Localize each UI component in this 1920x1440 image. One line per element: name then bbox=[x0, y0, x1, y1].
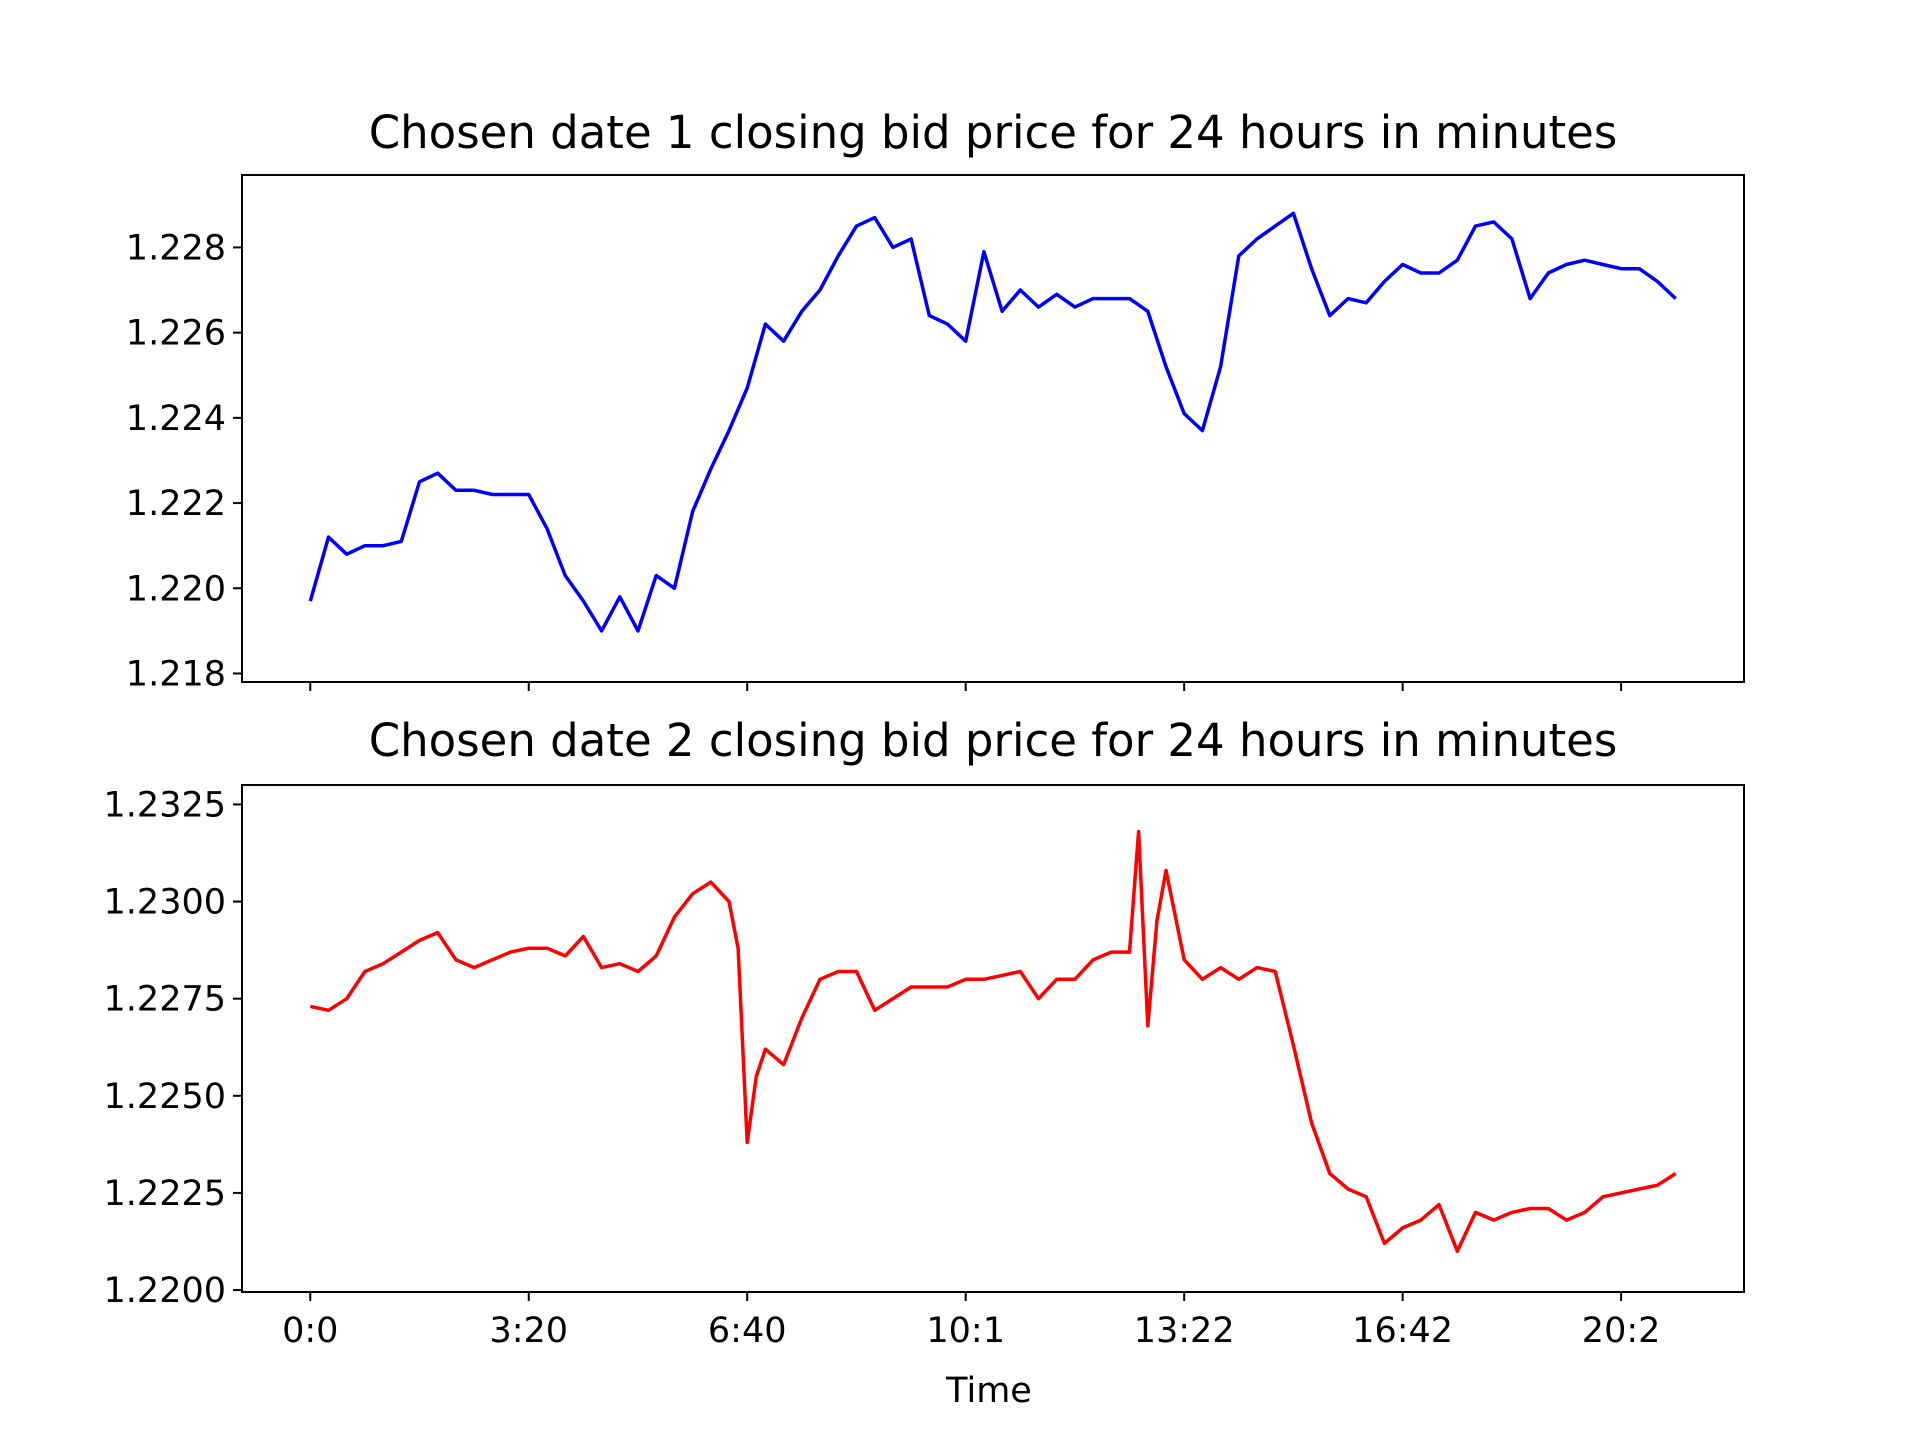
chart-title-top: Chosen date 1 closing bid price for 24 h… bbox=[369, 106, 1618, 159]
y-tick-label: 1.226 bbox=[126, 314, 226, 354]
x-tick-label: 10:1 bbox=[926, 1311, 1005, 1351]
y-tick-label: 1.220 bbox=[126, 569, 226, 609]
x-tick-label: 0:0 bbox=[282, 1311, 338, 1351]
x-tick-label: 20:2 bbox=[1582, 1311, 1661, 1351]
y-tick-label: 1.224 bbox=[126, 399, 226, 439]
plot-frame-1 bbox=[241, 784, 1745, 1293]
y-tick-label: 1.2200 bbox=[104, 1271, 226, 1311]
x-axis-label-bottom: Time bbox=[945, 1371, 1032, 1411]
x-tick-label: 16:42 bbox=[1352, 1311, 1453, 1351]
chart-panel-bottom: Chosen date 2 closing bid price for 24 h… bbox=[104, 714, 1745, 1411]
y-tick-label: 1.2225 bbox=[104, 1174, 226, 1214]
y-tick-label: 1.2300 bbox=[104, 883, 226, 923]
price-line-1 bbox=[308, 211, 1677, 633]
chart-title-bottom: Chosen date 2 closing bid price for 24 h… bbox=[369, 714, 1618, 767]
price-line-2 bbox=[309, 829, 1677, 1253]
y-tick-label: 1.218 bbox=[126, 654, 226, 694]
y-tick-label: 1.2250 bbox=[104, 1077, 226, 1117]
plot-frame-0 bbox=[241, 174, 1745, 683]
y-tick-label: 1.222 bbox=[126, 484, 226, 524]
chart-panel-top: Chosen date 1 closing bid price for 24 h… bbox=[126, 106, 1745, 694]
y-tick-label: 1.2325 bbox=[104, 785, 226, 825]
x-tick-label: 3:20 bbox=[489, 1311, 568, 1351]
x-tick-label: 6:40 bbox=[708, 1311, 787, 1351]
x-tick-label: 13:22 bbox=[1134, 1311, 1235, 1351]
y-tick-label: 1.228 bbox=[126, 228, 226, 268]
y-tick-label: 1.2275 bbox=[104, 980, 226, 1020]
